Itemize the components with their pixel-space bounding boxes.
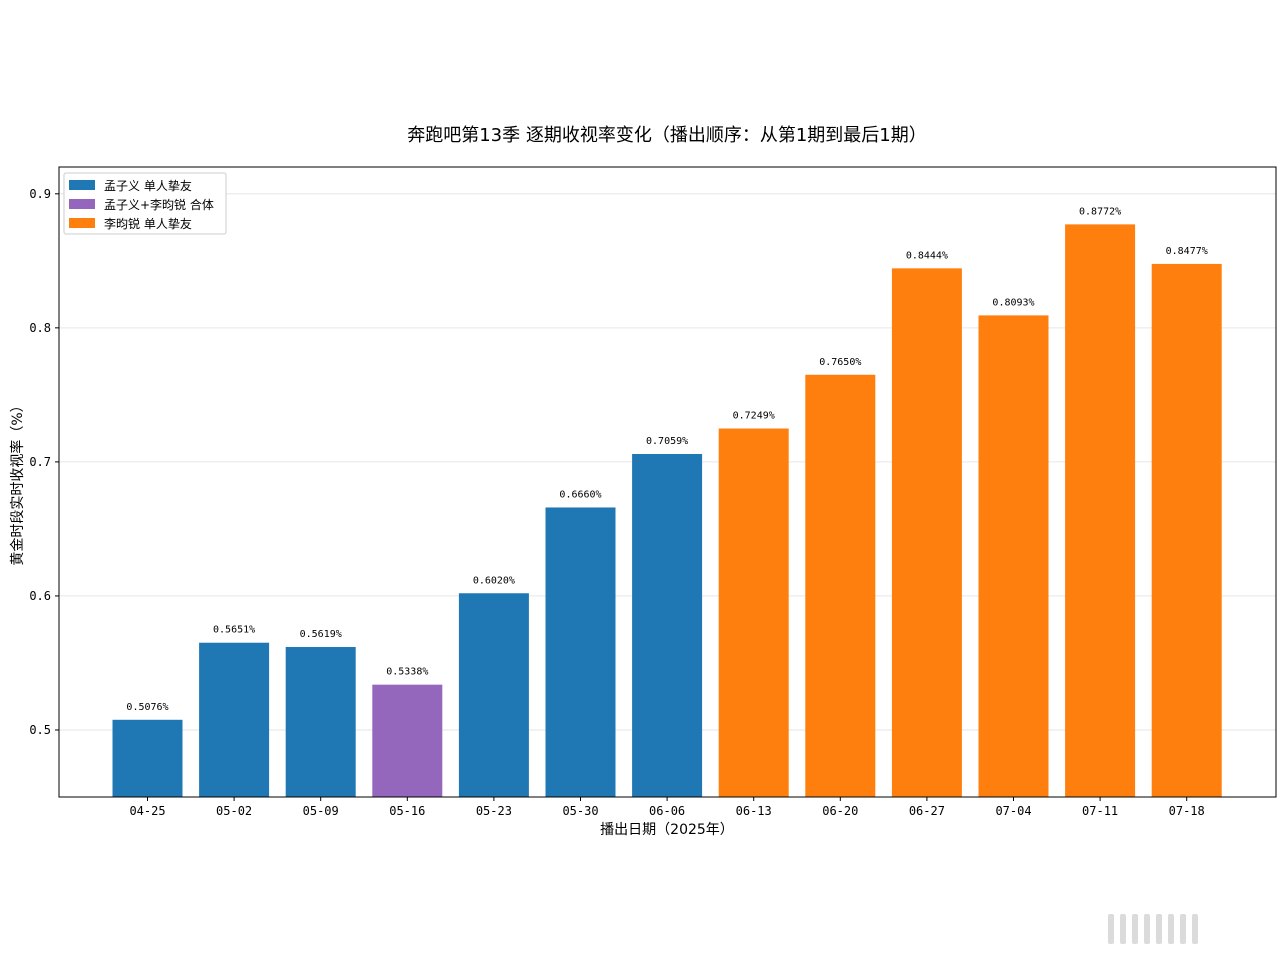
data-labels: 0.5076% 0.5651% 0.5619% 0.5338% 0.6020% 0.666… — [126, 206, 1207, 712]
bar-05-23 — [458, 593, 529, 797]
x-tick-label: 07-11 — [1082, 804, 1118, 818]
data-label: 0.7650% — [819, 357, 861, 368]
legend-swatch — [69, 199, 95, 209]
y-tick-label: 0.8 — [29, 321, 51, 335]
legend-label: 李昀锐 单人挚友 — [104, 216, 192, 231]
x-tick-label: 06-20 — [822, 804, 858, 818]
data-label: 0.5076% — [126, 702, 168, 713]
legend-swatch — [69, 180, 95, 190]
x-tick-label: 07-18 — [1169, 804, 1205, 818]
y-tick-label: 0.6 — [29, 589, 51, 603]
x-tick-label: 05-23 — [476, 804, 512, 818]
y-tick-label: 0.5 — [29, 723, 51, 737]
bar-07-18 — [1151, 263, 1222, 797]
data-label: 0.7059% — [646, 436, 688, 447]
data-label: 0.8093% — [992, 297, 1034, 308]
legend-box — [63, 172, 227, 235]
data-label: 0.5338% — [386, 667, 428, 678]
x-tick-label: 05-09 — [303, 804, 339, 818]
bar-06-20 — [805, 374, 876, 797]
x-tick-label: 07-04 — [995, 804, 1031, 818]
bar-06-06 — [632, 453, 703, 797]
bars — [112, 224, 1222, 797]
y-tick-label: 0.9 — [29, 187, 51, 201]
bar-07-11 — [1065, 224, 1136, 797]
x-tick-label: 06-06 — [649, 804, 685, 818]
x-axis-label: 播出日期（2025年） — [600, 822, 734, 838]
bar-07-04 — [978, 315, 1049, 797]
x-tick-label: 05-30 — [562, 804, 598, 818]
legend-label: 孟子义+李昀锐 合体 — [104, 197, 214, 212]
bar-05-30 — [545, 507, 616, 797]
data-label: 0.6660% — [559, 489, 601, 500]
data-label: 0.8444% — [906, 250, 948, 261]
x-tick-label: 05-02 — [216, 804, 252, 818]
legend-label: 孟子义 单人挚友 — [104, 179, 192, 193]
y-tick-label: 0.7 — [29, 455, 51, 469]
x-tick-label: 06-27 — [909, 804, 945, 818]
x-tick-label: 06-13 — [736, 804, 772, 818]
bar-06-27 — [891, 268, 962, 797]
bar-04-25 — [112, 719, 183, 797]
x-tick-label: 04-25 — [129, 804, 165, 818]
x-tick-label: 05-16 — [389, 804, 425, 818]
data-label: 0.7249% — [733, 411, 775, 422]
bar-05-16 — [372, 684, 443, 797]
y-axis-label: 黄金时段实时收视率（%） — [9, 398, 26, 565]
data-label: 0.5619% — [300, 629, 342, 640]
chart-title: 奔跑吧第13季 逐期收视率变化（播出顺序：从第1期到最后1期） — [407, 125, 927, 146]
data-label: 0.5651% — [213, 625, 255, 636]
x-axis: 04-25 05-02 05-09 05-16 05-23 05-30 06-06 06-13… — [129, 797, 1205, 818]
data-label: 0.8772% — [1079, 206, 1121, 217]
data-label: 0.6020% — [473, 575, 515, 586]
legend-swatch — [69, 218, 95, 228]
bar-05-02 — [199, 642, 270, 797]
data-label: 0.8477% — [1166, 246, 1208, 257]
y-axis: 0.5 0.6 0.7 0.8 0.9 — [29, 187, 59, 737]
bar-06-13 — [718, 428, 789, 797]
bar-05-09 — [285, 647, 356, 797]
watermark-bars-icon — [1108, 914, 1198, 944]
